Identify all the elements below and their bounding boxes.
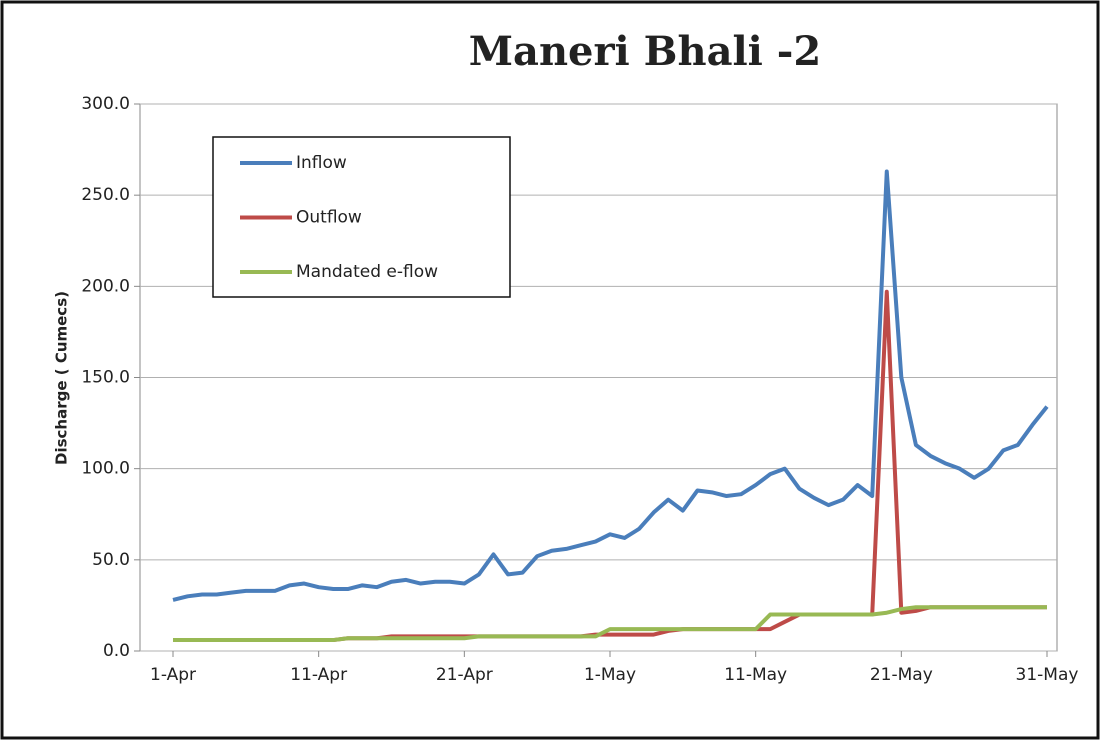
y-tick-label: 250.0: [81, 185, 130, 205]
x-tick-label: 21-Apr: [436, 665, 493, 685]
y-tick-label: 150.0: [81, 368, 130, 388]
y-tick-label: 200.0: [81, 276, 130, 296]
x-tick-label: 1-May: [584, 665, 636, 685]
x-tick-label: 31-May: [1016, 665, 1079, 685]
y-axis-label: Discharge ( Cumecs): [53, 291, 71, 465]
series-line: [173, 605, 1047, 643]
x-tick-label: 11-May: [724, 665, 787, 685]
legend-label: Mandated e-flow: [296, 262, 438, 282]
x-tick-label: 11-Apr: [290, 665, 347, 685]
series-line: [172, 169, 1049, 602]
legend-label: Inflow: [296, 153, 347, 173]
y-tick-label: 100.0: [81, 459, 130, 479]
chart-title: Maneri Bhali -2: [469, 28, 821, 75]
y-tick-label: 0.0: [103, 641, 130, 661]
y-tick-label: 50.0: [92, 550, 130, 570]
y-tick-label: 300.0: [81, 94, 130, 114]
x-tick-label: 21-May: [870, 665, 933, 685]
legend-label: Outflow: [296, 208, 362, 228]
x-tick-label: 1-Apr: [150, 665, 196, 685]
